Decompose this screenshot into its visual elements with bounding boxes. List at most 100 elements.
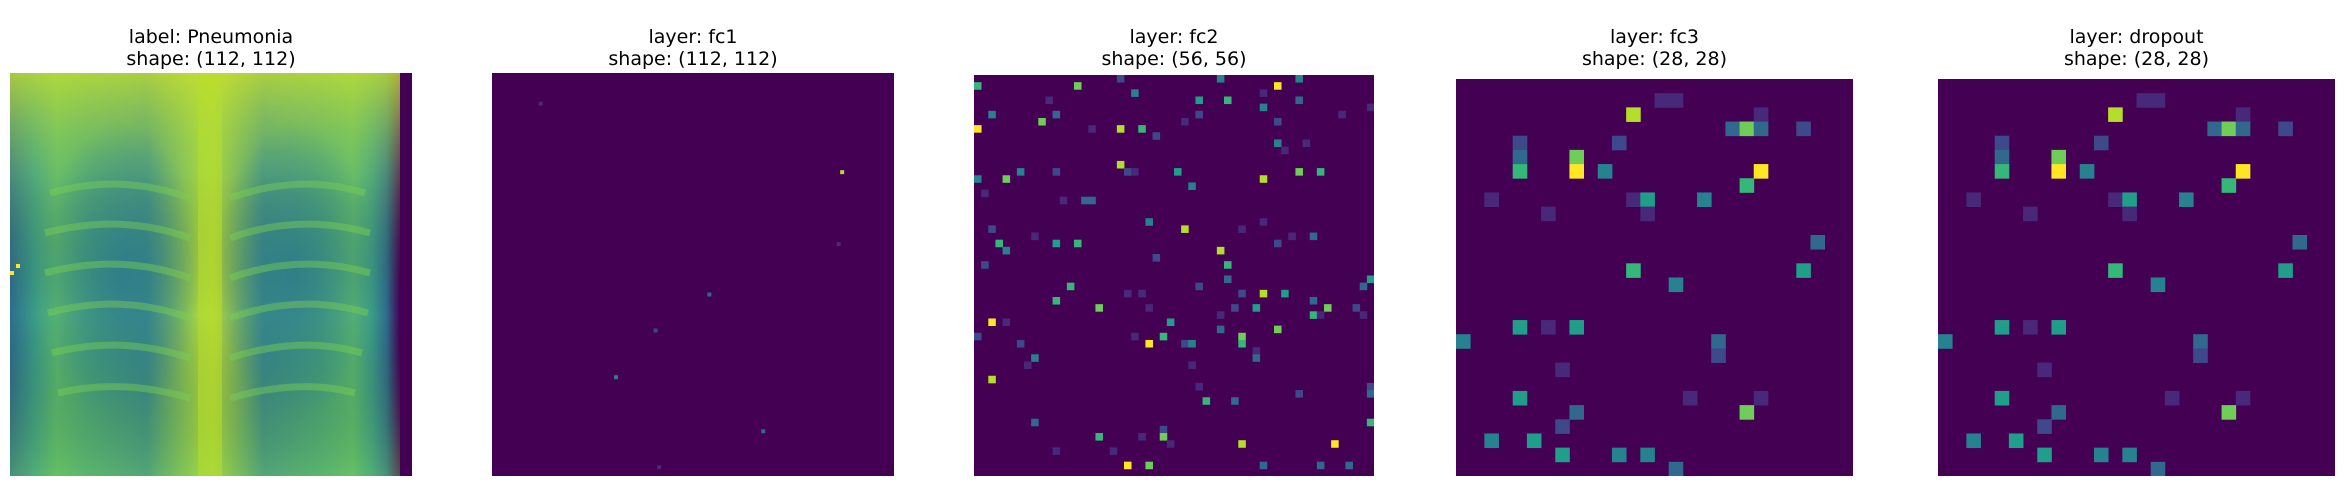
- activation-cell: [2193, 334, 2208, 349]
- activation-cell: [1274, 139, 1282, 148]
- heatmap-dropout: [1938, 79, 2335, 476]
- activation-cell: [1295, 390, 1303, 398]
- activation-cell: [1739, 121, 1755, 137]
- activation-cell: [1138, 433, 1146, 441]
- activation-cell: [1640, 206, 1655, 222]
- panel-fc1: layer: fc1 shape: (112, 112): [492, 0, 894, 484]
- activation-cell: [1259, 461, 1268, 470]
- activation-cell: [1116, 160, 1125, 169]
- panel-title: layer: fc2 shape: (56, 56): [974, 26, 1374, 70]
- activation-cell: [1626, 192, 1641, 208]
- activation-cell: [2122, 206, 2137, 222]
- title-line-1: layer: dropout: [2069, 26, 2204, 48]
- heatmap-fc2: [974, 75, 1374, 476]
- activation-cell: [1216, 75, 1225, 83]
- activation-cell: [1116, 125, 1125, 133]
- activation-cell: [1668, 277, 1684, 293]
- activation-cell: [1512, 320, 1528, 335]
- activation-cell: [1316, 168, 1325, 176]
- activation-cell: [1159, 433, 1168, 441]
- activation-cell: [974, 332, 982, 341]
- activation-cell: [2051, 164, 2067, 179]
- activation-cell: [1195, 382, 1203, 391]
- panel-dropout: layer: dropout shape: (28, 28): [1938, 0, 2335, 484]
- activation-cell: [1252, 304, 1261, 312]
- panel-fc2: layer: fc2 shape: (56, 56): [974, 0, 1374, 484]
- activation-cell: [1231, 304, 1239, 312]
- activation-cell: [2150, 93, 2166, 108]
- activation-cell: [1152, 254, 1161, 262]
- activation-cell: [1181, 117, 1189, 126]
- activation-cell: [1131, 332, 1139, 341]
- activation-cell: [1611, 447, 1627, 463]
- activation-cell: [1526, 433, 1542, 449]
- activation-cell: [974, 82, 982, 90]
- activation-cell: [1259, 175, 1268, 183]
- activation-cell: [1045, 96, 1053, 105]
- activation-cell: [2093, 447, 2109, 463]
- activation-cell: [614, 375, 619, 380]
- activation-cell: [1152, 132, 1161, 140]
- activation-cell: [1145, 339, 1153, 348]
- activation-cell: [1124, 289, 1132, 298]
- activation-cell: [2292, 234, 2308, 250]
- activation-cell: [1024, 361, 1032, 369]
- activation-cell: [1555, 362, 1570, 378]
- activation-cell: [2122, 192, 2137, 208]
- activation-cell: [1224, 261, 1232, 269]
- activation-cell: [1081, 196, 1089, 205]
- activation-cell: [1181, 339, 1189, 348]
- activation-cell: [1994, 164, 2010, 179]
- activation-cell: [2051, 405, 2067, 420]
- activation-cell: [1124, 168, 1132, 176]
- activation-cell: [653, 328, 658, 333]
- activation-cell: [1195, 110, 1203, 119]
- activation-cell: [2235, 164, 2251, 179]
- activation-cell: [1295, 75, 1303, 83]
- activation-cell: [1016, 168, 1025, 176]
- activation-cell: [1224, 275, 1232, 284]
- activation-cell: [2037, 419, 2052, 434]
- activation-cell: [1640, 192, 1655, 208]
- activation-cell: [1512, 149, 1528, 165]
- activation-cell: [2037, 447, 2052, 463]
- activation-cell: [2136, 93, 2152, 108]
- activation-cell: [1309, 311, 1318, 319]
- activation-cell: [1484, 433, 1499, 449]
- activation-cell: [2193, 348, 2208, 363]
- activation-cell: [1181, 225, 1189, 233]
- activation-cell: [988, 225, 996, 233]
- activation-cell: [1456, 334, 1471, 349]
- title-line-2: shape: (28, 28): [2063, 48, 2210, 70]
- activation-cell: [1597, 164, 1613, 179]
- activation-cell: [988, 110, 996, 119]
- activation-cell: [1231, 397, 1239, 405]
- activation-cell: [1038, 117, 1046, 126]
- activation-cell: [1138, 125, 1146, 133]
- activation-cell: [1569, 320, 1585, 335]
- activation-cell: [1753, 121, 1769, 137]
- activation-cell: [2235, 390, 2251, 406]
- activation-cell: [1810, 234, 1826, 250]
- activation-cell: [1059, 196, 1068, 205]
- activation-cell: [1316, 311, 1325, 319]
- activation-cell: [1994, 149, 2010, 165]
- activation-cell: [1052, 447, 1061, 455]
- activation-cell: [1138, 289, 1146, 298]
- activation-cell: [1331, 440, 1339, 448]
- activation-cell: [1124, 461, 1132, 470]
- title-line-1: label: Pneumonia: [128, 26, 294, 48]
- activation-cell: [2278, 263, 2293, 278]
- activation-cell: [1569, 405, 1585, 420]
- activation-cell: [1259, 89, 1268, 97]
- activation-cell: [2221, 121, 2237, 137]
- activation-cell: [2008, 433, 2024, 449]
- panel-title: layer: fc1 shape: (112, 112): [492, 26, 894, 70]
- activation-cell: [1238, 332, 1246, 341]
- activation-cell: [1994, 135, 2010, 151]
- panel-fc3: layer: fc3 shape: (28, 28): [1456, 0, 1853, 484]
- activation-cell: [1359, 311, 1368, 319]
- title-line-2: shape: (56, 56): [1101, 48, 1247, 70]
- activation-cell: [1088, 125, 1096, 133]
- activation-cell: [657, 465, 662, 470]
